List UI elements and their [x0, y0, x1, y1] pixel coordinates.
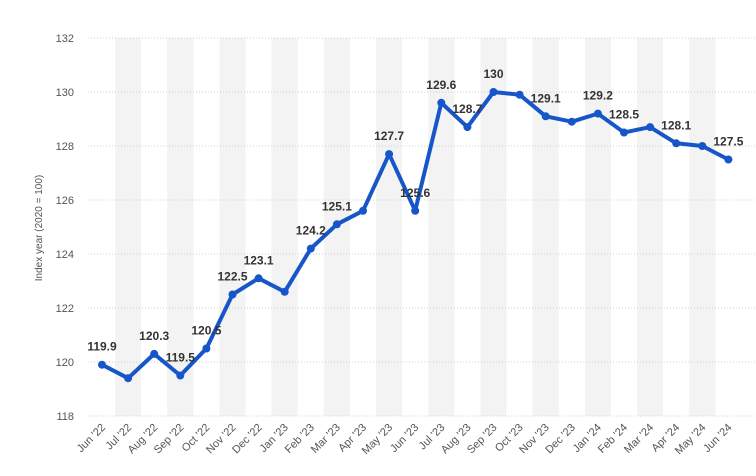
data-point — [202, 344, 211, 353]
data-label: 120.3 — [139, 329, 169, 343]
data-label: 125.6 — [400, 186, 430, 200]
column-band — [167, 38, 194, 416]
y-axis-title: Index year (2020 = 100) — [34, 175, 45, 281]
data-point — [254, 274, 263, 283]
y-tick-label: 130 — [56, 87, 74, 99]
column-bands — [115, 38, 716, 416]
data-point — [98, 360, 106, 369]
data-point — [359, 206, 367, 215]
data-label: 127.5 — [713, 135, 743, 149]
data-label: 119.5 — [166, 351, 196, 365]
y-tick-label: 126 — [56, 195, 74, 207]
y-tick-label: 122 — [56, 303, 74, 315]
data-label: 123.1 — [244, 253, 274, 267]
y-axis-ticks: 118 120 122 124 126 128 130 132 — [56, 33, 74, 423]
data-point — [385, 150, 394, 159]
data-point — [411, 206, 420, 215]
data-point — [228, 290, 237, 299]
data-point — [724, 155, 733, 164]
gridlines — [88, 37, 756, 417]
data-point — [593, 109, 602, 118]
column-band — [219, 38, 246, 416]
x-tick-label: Jun '22 — [75, 422, 108, 455]
data-label: 127.7 — [374, 129, 404, 143]
data-point — [124, 374, 133, 383]
data-point — [463, 123, 472, 132]
data-point — [437, 98, 446, 107]
y-tick-label: 118 — [56, 411, 74, 423]
data-point — [150, 349, 159, 358]
data-labels: 119.9 120.3 119.5 120.5 122.5 123.1 124.2 125.1… — [87, 67, 743, 365]
column-band — [532, 38, 559, 416]
column-band — [428, 38, 455, 416]
data-label: 125.1 — [322, 199, 352, 213]
column-band — [376, 38, 403, 416]
data-label: 129.6 — [426, 78, 456, 92]
data-label: 119.9 — [87, 340, 117, 354]
data-label: 128.7 — [452, 102, 482, 116]
data-point — [698, 142, 707, 150]
data-label: 120.5 — [191, 324, 221, 338]
column-band — [637, 38, 664, 416]
y-tick-label: 128 — [56, 141, 74, 153]
data-point — [541, 112, 550, 121]
data-point — [280, 287, 289, 296]
column-band — [584, 38, 611, 416]
y-tick-label: 132 — [56, 33, 74, 45]
data-label: 129.1 — [531, 91, 561, 105]
x-tick-label: Mar '24 — [622, 422, 656, 456]
data-point — [646, 123, 655, 132]
data-label: 128.5 — [609, 108, 639, 122]
data-point — [176, 371, 185, 380]
y-tick-label: 124 — [56, 249, 74, 261]
data-point — [332, 220, 341, 229]
data-points — [98, 88, 733, 383]
data-label: 122.5 — [217, 270, 247, 284]
data-label: 128.1 — [661, 118, 691, 132]
y-tick-label: 120 — [56, 357, 74, 369]
x-tick-label: Mar '23 — [309, 422, 343, 456]
x-tick-label: Jun '23 — [388, 422, 421, 455]
column-band — [689, 38, 716, 416]
data-point — [672, 139, 681, 148]
data-label: 130 — [483, 67, 503, 81]
column-band — [271, 38, 298, 416]
data-label: 124.2 — [296, 224, 326, 238]
data-point — [515, 90, 524, 99]
column-band — [115, 38, 142, 416]
x-tick-label: Jun '24 — [701, 422, 734, 455]
data-point — [620, 128, 628, 137]
data-point — [567, 117, 576, 126]
data-point — [489, 88, 498, 96]
data-label: 129.2 — [583, 89, 613, 103]
data-point — [306, 244, 315, 253]
